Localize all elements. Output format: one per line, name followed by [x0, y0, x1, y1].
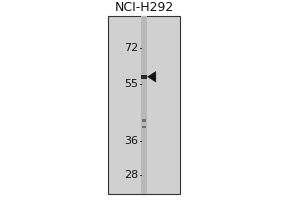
Text: 55: 55 — [124, 79, 138, 89]
Text: 36: 36 — [124, 136, 138, 146]
Bar — [142, 126, 146, 128]
Text: 72: 72 — [124, 43, 138, 53]
Bar — [108, 16, 180, 194]
Bar — [141, 16, 147, 194]
Text: NCI-H292: NCI-H292 — [114, 1, 174, 14]
Text: 28: 28 — [124, 170, 138, 180]
Bar — [142, 119, 146, 122]
Polygon shape — [148, 71, 156, 82]
Bar — [142, 75, 146, 79]
